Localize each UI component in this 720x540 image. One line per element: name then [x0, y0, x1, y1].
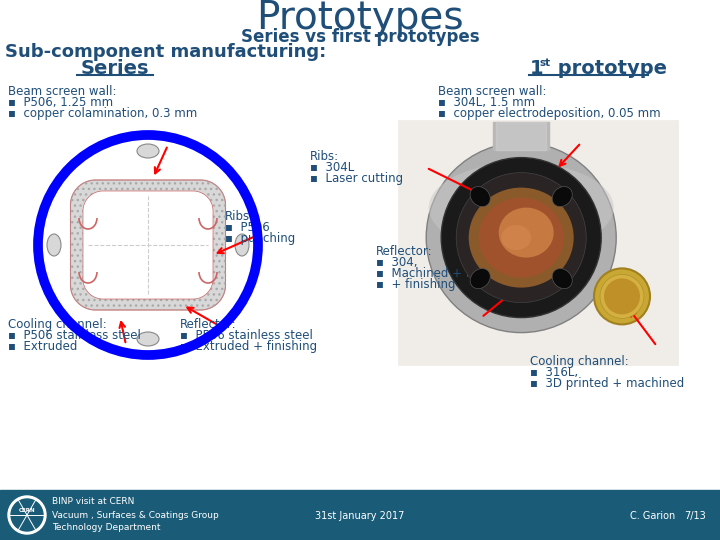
Text: BINP visit at CERN: BINP visit at CERN: [52, 497, 135, 507]
Text: Reflector:: Reflector:: [376, 245, 433, 258]
Ellipse shape: [499, 207, 554, 258]
Text: ▪  P506, 1.25 mm: ▪ P506, 1.25 mm: [8, 96, 113, 109]
Text: Sub-component manufacturing:: Sub-component manufacturing:: [5, 43, 326, 61]
Text: st: st: [540, 58, 551, 68]
Ellipse shape: [479, 198, 564, 278]
Text: ▪  Extruded + finishing: ▪ Extruded + finishing: [180, 340, 317, 353]
Circle shape: [11, 499, 43, 531]
Bar: [493, 122, 549, 150]
Text: ▪  P506: ▪ P506: [225, 221, 270, 234]
Text: Beam screen wall:: Beam screen wall:: [8, 85, 117, 98]
Text: Ribs:: Ribs:: [225, 210, 254, 223]
Text: CERN: CERN: [19, 508, 35, 512]
Text: Vacuum , Surfaces & Coatings Group: Vacuum , Surfaces & Coatings Group: [52, 510, 219, 519]
Bar: [0, 490, 720, 540]
Text: Beam screen wall:: Beam screen wall:: [438, 85, 546, 98]
Bar: [398, 120, 678, 365]
Ellipse shape: [137, 144, 159, 158]
Text: ▪  3D printed + machined: ▪ 3D printed + machined: [530, 377, 684, 390]
Text: 7/13: 7/13: [684, 511, 706, 521]
Polygon shape: [71, 180, 225, 310]
Text: prototype: prototype: [551, 58, 667, 78]
Ellipse shape: [501, 225, 531, 250]
Text: ▪  P506 stainless steel: ▪ P506 stainless steel: [8, 329, 141, 342]
Ellipse shape: [47, 234, 61, 256]
Text: C. Garion: C. Garion: [630, 511, 675, 521]
Text: Reflector:: Reflector:: [180, 318, 237, 331]
Circle shape: [600, 274, 644, 319]
Text: Cooling channel:: Cooling channel:: [530, 355, 629, 368]
Text: ▪  P506 stainless steel: ▪ P506 stainless steel: [180, 329, 313, 342]
Bar: [496, 122, 546, 150]
Circle shape: [604, 279, 640, 314]
Text: ▪  316L,: ▪ 316L,: [530, 366, 578, 379]
Ellipse shape: [470, 268, 490, 289]
Text: 31st January 2017: 31st January 2017: [315, 511, 405, 521]
Text: ▪  Machined + forming: ▪ Machined + forming: [376, 267, 512, 280]
Text: ▪  copper colamination, 0.3 mm: ▪ copper colamination, 0.3 mm: [8, 107, 197, 120]
Ellipse shape: [426, 143, 616, 333]
Ellipse shape: [235, 234, 249, 256]
Ellipse shape: [456, 173, 586, 302]
Text: ▪  Extruded: ▪ Extruded: [8, 340, 77, 353]
Text: ▪  copper electrodeposition, 0.05 mm: ▪ copper electrodeposition, 0.05 mm: [438, 107, 661, 120]
Text: ▪  304L: ▪ 304L: [310, 161, 354, 174]
Text: Series vs first prototypes: Series vs first prototypes: [240, 28, 480, 46]
Text: Cooling channel:: Cooling channel:: [8, 318, 107, 331]
Text: ▪  punching: ▪ punching: [225, 232, 295, 245]
Ellipse shape: [428, 163, 613, 253]
Text: ▪  304L, 1.5 mm: ▪ 304L, 1.5 mm: [438, 96, 535, 109]
Text: Series: Series: [81, 58, 149, 78]
Text: Technology Department: Technology Department: [52, 523, 161, 531]
Polygon shape: [83, 191, 213, 299]
Circle shape: [8, 496, 46, 534]
Text: ▪  Laser cutting: ▪ Laser cutting: [310, 172, 403, 185]
Text: Prototypes: Prototypes: [256, 0, 464, 37]
Text: ▪  + finishing: ▪ + finishing: [376, 278, 456, 291]
Ellipse shape: [469, 187, 574, 288]
Text: 1: 1: [530, 58, 544, 78]
Ellipse shape: [137, 332, 159, 346]
Circle shape: [594, 268, 650, 325]
Text: ▪  304,: ▪ 304,: [376, 256, 418, 269]
Ellipse shape: [552, 268, 572, 289]
Text: Ribs:: Ribs:: [310, 150, 339, 163]
Ellipse shape: [470, 186, 490, 207]
Ellipse shape: [552, 186, 572, 207]
Ellipse shape: [441, 158, 601, 318]
